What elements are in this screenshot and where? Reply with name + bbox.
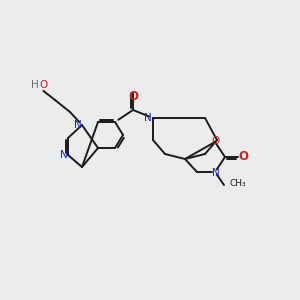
Text: O: O [212,136,220,146]
Text: H: H [31,80,39,90]
Text: N: N [144,113,152,123]
Text: CH₃: CH₃ [230,179,247,188]
Text: O: O [39,80,47,90]
Text: N: N [212,168,220,178]
Text: O: O [128,89,138,103]
Text: N: N [74,120,82,130]
Text: O: O [238,151,248,164]
Text: N: N [60,150,68,160]
